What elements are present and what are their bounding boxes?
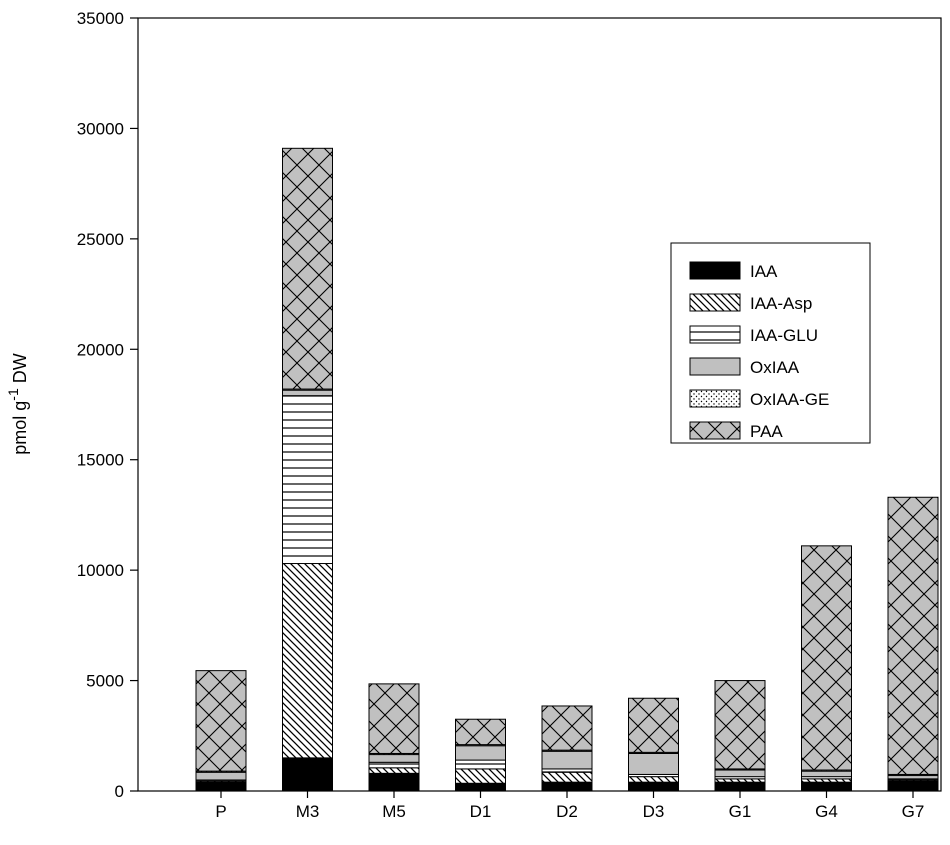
x-tick-label-G7: G7 [902, 802, 925, 821]
y-tick-label-25000: 25000 [77, 230, 124, 249]
x-tick-label-G1: G1 [729, 802, 752, 821]
bar-segment-M5-PAA [368, 683, 420, 754]
legend-swatch-OxIAA [689, 357, 741, 376]
legend-swatch-OxIAA-GE [689, 389, 741, 408]
bar-segment-M3-IAA [282, 757, 333, 792]
y-tick-label-15000: 15000 [77, 451, 124, 470]
legend-swatch-PAA [689, 421, 741, 440]
bar-segment-M3-IAA-Asp [282, 563, 333, 759]
bar-segment-D1-IAA [455, 782, 506, 792]
bar-segment-M3-PAA [282, 147, 333, 390]
bar-segment-D2-IAA-Asp [541, 771, 593, 783]
legend-swatch-IAA-GLU [689, 325, 741, 344]
y-axis-label-end: DW [10, 353, 30, 388]
y-axis-label-base: pmol g [10, 401, 30, 455]
bar-segment-G1-PAA [714, 680, 766, 770]
y-tick-label-10000: 10000 [77, 561, 124, 580]
bar-segment-P-OxIAA [195, 771, 247, 781]
x-tick-label-D3: D3 [643, 802, 665, 821]
y-tick-label-30000: 30000 [77, 119, 124, 138]
bar-segment-G4-OxIAA [801, 770, 852, 778]
x-tick-label-M5: M5 [382, 802, 406, 821]
bar-segment-G4-IAA [801, 781, 852, 792]
y-axis: 0 5000 10000 15000 20000 25000 30000 35000 [77, 9, 138, 801]
bar-segment-G4-PAA [801, 545, 852, 771]
y-tick-label-0: 0 [115, 782, 124, 801]
y-axis-label-superscript: -1 [5, 388, 21, 401]
bar-segment-M5-IAA [368, 772, 420, 792]
bar-segment-M3-OxIAA [282, 389, 333, 397]
bar-segment-M5-IAA-GLU [368, 761, 420, 769]
bar-segment-G1-OxIAA [714, 769, 766, 778]
y-tick-label-20000: 20000 [77, 340, 124, 359]
bar-segment-D1-IAA-GLU [455, 759, 506, 770]
bar-segment-M3-IAA-GLU [282, 395, 333, 565]
legend-swatch-IAA-Asp [689, 293, 741, 312]
bar-segment-D1-IAA-Asp [455, 768, 506, 784]
legend-label-IAA: IAA [750, 262, 778, 281]
legend-label-IAA-GLU: IAA-GLU [750, 326, 818, 345]
x-tick-label-P: P [215, 802, 226, 821]
bar-segment-P-PAA [195, 670, 247, 772]
y-tick-label-35000: 35000 [77, 9, 124, 28]
legend: IAA IAA-Asp IAA-GLU OxIAA OxIAA-GE PAA [670, 242, 871, 444]
y-tick-label-5000: 5000 [86, 672, 124, 691]
bar-segment-M5-OxIAA [368, 754, 420, 763]
y-axis-label: pmol g-1 DW [5, 353, 30, 454]
bar-segment-M5-IAA-Asp [368, 767, 420, 774]
bar-segment-G7-PAA [887, 496, 939, 775]
legend-swatch-IAA [689, 261, 741, 280]
bar-segment-D2-OxIAA [541, 750, 593, 770]
bar-segment-G7-IAA [887, 780, 939, 792]
legend-label-OxIAA-GE: OxIAA-GE [750, 390, 829, 409]
bar-segment-D1-OxIAA [455, 745, 506, 761]
x-axis: P M3 M5 D1 D2 D3 G1 G4 G7 [215, 791, 924, 821]
bar-segment-D2-PAA [541, 705, 593, 751]
x-tick-label-M3: M3 [296, 802, 320, 821]
bar-segment-D1-PAA [455, 718, 506, 746]
bar-segment-D3-IAA-Asp [628, 776, 679, 783]
x-tick-label-D2: D2 [556, 802, 578, 821]
bar-segment-P-IAA [195, 781, 247, 792]
bars-group [195, 147, 939, 792]
bar-segment-G1-IAA [714, 781, 766, 792]
x-tick-label-D1: D1 [470, 802, 492, 821]
x-tick-label-G4: G4 [815, 802, 838, 821]
bar-segment-D3-OxIAA [628, 752, 679, 775]
bar-segment-D3-IAA [628, 781, 679, 792]
legend-label-PAA: PAA [750, 422, 783, 441]
legend-label-OxIAA: OxIAA [750, 358, 800, 377]
bar-segment-D3-PAA [628, 697, 679, 753]
legend-label-IAA-Asp: IAA-Asp [750, 294, 812, 313]
bar-segment-D2-IAA [541, 781, 593, 792]
